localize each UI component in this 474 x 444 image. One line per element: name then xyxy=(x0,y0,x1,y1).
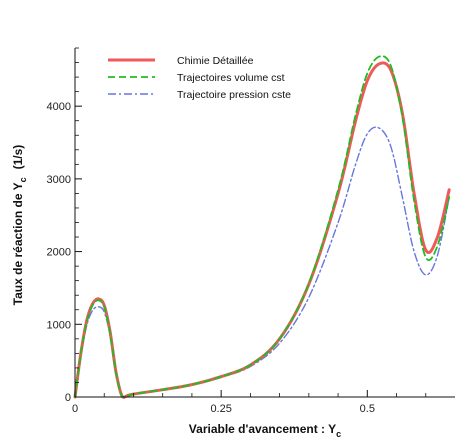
y-axis-title: Taux de réaction de Yc (1/s) xyxy=(11,145,28,306)
legend-label-1: Trajectoires volume cst xyxy=(177,72,285,84)
series-line-0 xyxy=(73,61,451,399)
legend: Chimie Détaillée Trajectoires volume cst T… xyxy=(108,55,291,101)
x-axis-title: Variable d'avancement : Yc xyxy=(189,422,341,439)
axes: 0 1000 2000 3000 4000 0 0.25 0.5 xyxy=(47,47,455,415)
x-axis-title-main: Variable d'avancement : Y xyxy=(189,422,336,436)
y-axis-title-unit: (1/s) xyxy=(11,145,25,170)
x-tick-label: 0.5 xyxy=(360,403,375,415)
y-tick-label: 3000 xyxy=(47,174,71,186)
y-tick-label: 0 xyxy=(65,392,71,404)
y-tick-label: 1000 xyxy=(47,319,71,331)
y-tick-label: 2000 xyxy=(47,247,71,259)
legend-label-2: Trajectoire pression cste xyxy=(177,89,291,101)
plot-area xyxy=(73,55,451,399)
x-tick-label: 0.25 xyxy=(210,403,231,415)
x-axis-title-subscript: c xyxy=(336,429,341,439)
y-axis-title-main: Taux de réaction de Y xyxy=(11,182,25,305)
x-tick-label: 0 xyxy=(72,403,78,415)
legend-label-0: Chimie Détaillée xyxy=(177,55,254,67)
y-axis-title-subscript: c xyxy=(18,177,28,182)
series-line-1 xyxy=(74,55,451,399)
y-tick-label: 4000 xyxy=(47,101,71,113)
